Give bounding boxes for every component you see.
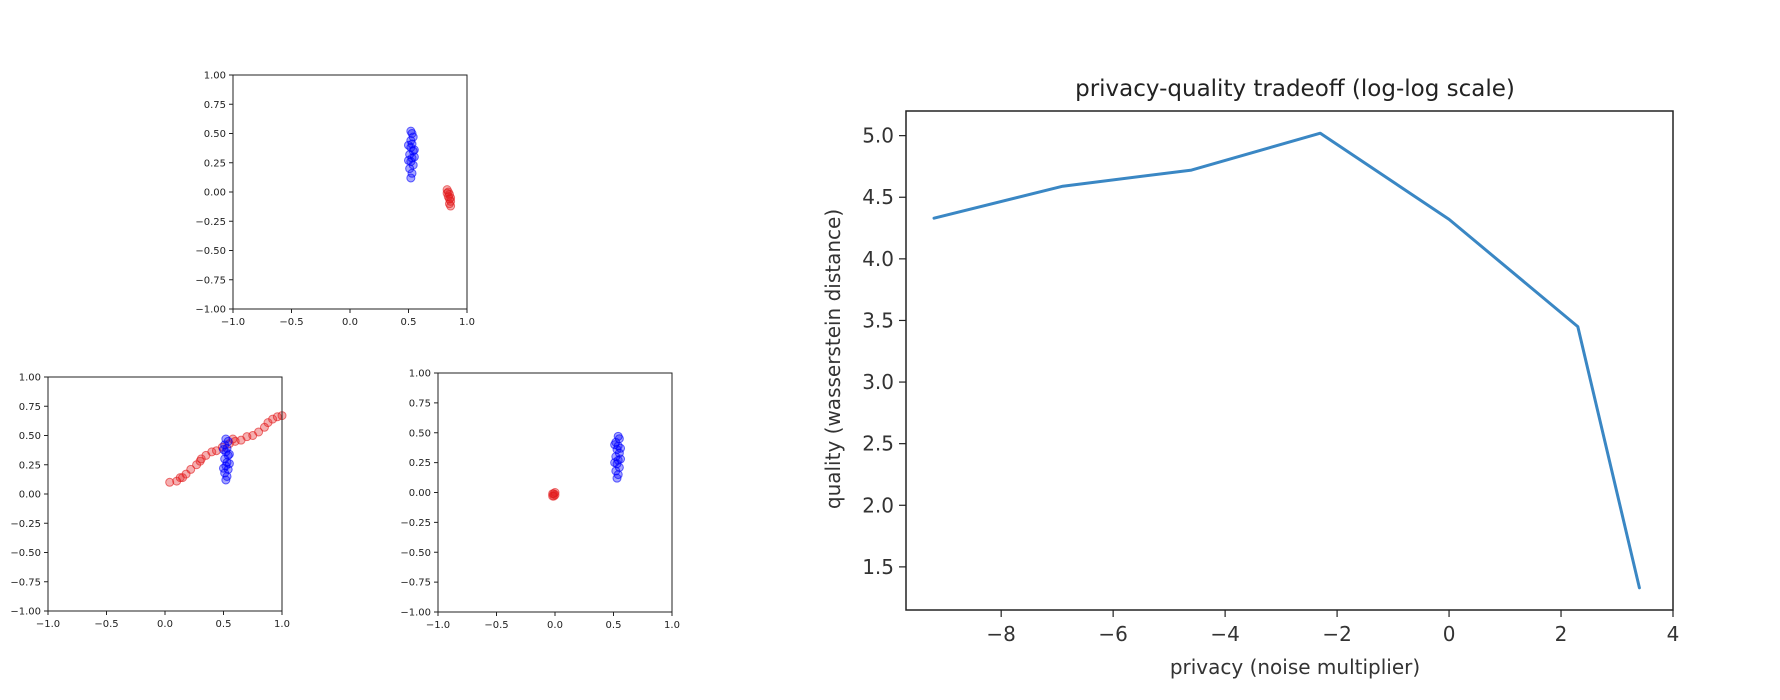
scatter-point bbox=[404, 140, 413, 150]
x-tick-label: −0.5 bbox=[279, 317, 303, 328]
scatter-plot-top: −1.0 −0.5 0.0 0.5 1.0 1.00 0.75 0.50 0.25 0.00 −0.… bbox=[195, 71, 475, 329]
y-tick-label: −1.00 bbox=[400, 608, 431, 619]
scatter-plot-bottom-left: −1.0 −0.5 0.0 0.5 1.0 1.00 0.75 0.50 0.25 0.00 −0.… bbox=[10, 373, 290, 631]
x-tick-label: 1.0 bbox=[274, 619, 290, 630]
x-tick-label: 0.5 bbox=[606, 620, 622, 631]
plot-frame bbox=[47, 376, 283, 612]
y-tick-label: 5.0 bbox=[862, 124, 894, 148]
scatter-point bbox=[446, 201, 456, 211]
series-line bbox=[932, 131, 1641, 590]
scatter-point bbox=[610, 458, 620, 468]
x-tick-label: −2 bbox=[1322, 622, 1351, 646]
y-tick-label: −0.50 bbox=[10, 548, 41, 559]
y-tick-label: 0.25 bbox=[19, 460, 41, 471]
x-tick-label: −0.5 bbox=[94, 619, 118, 630]
y-axis-label: quality (wasserstein distance) bbox=[821, 209, 845, 509]
chart-title: privacy-quality tradeoff (log-log scale) bbox=[1075, 76, 1515, 102]
y-tick-label: −0.50 bbox=[195, 246, 226, 257]
y-tick-label: 0.00 bbox=[204, 188, 226, 199]
scatter-point bbox=[268, 414, 278, 424]
y-tick-label: −1.00 bbox=[195, 305, 226, 316]
scatter-point bbox=[409, 145, 419, 155]
plot-frame bbox=[232, 74, 468, 310]
y-tick-label: 2.5 bbox=[862, 432, 894, 456]
y-tick-label: 1.5 bbox=[862, 555, 894, 579]
x-tick-label: −1.0 bbox=[36, 619, 60, 630]
scatter-point bbox=[165, 477, 175, 487]
scatter-plot-bottom-right: −1.0 −0.5 0.0 0.5 1.0 1.00 0.75 0.50 0.25 0.00 −0.… bbox=[400, 369, 680, 632]
scatter-point bbox=[186, 464, 196, 474]
y-tick-label: 2.0 bbox=[862, 493, 894, 517]
scatter-point bbox=[549, 491, 559, 501]
y-tick-label: 1.00 bbox=[204, 71, 226, 82]
scatter-point bbox=[219, 463, 228, 473]
y-tick-label: 0.00 bbox=[19, 490, 41, 501]
tradeoff-line-chart: privacy-quality tradeoff (log-log scale)… bbox=[821, 76, 1679, 679]
x-axis-label: privacy (noise multiplier) bbox=[1170, 655, 1420, 679]
x-tick-label: −8 bbox=[986, 622, 1015, 646]
x-tick-label: 0.5 bbox=[401, 317, 417, 328]
y-tick-label: −0.25 bbox=[195, 217, 226, 228]
y-tick-label: 4.5 bbox=[862, 185, 894, 209]
y-tick-label: 3.0 bbox=[862, 370, 894, 394]
y-tick-label: −0.75 bbox=[10, 577, 41, 588]
x-tick-label: −6 bbox=[1098, 622, 1127, 646]
scatter-point bbox=[221, 434, 231, 444]
y-tick-label: 0.75 bbox=[204, 100, 226, 111]
x-tick-label: 0.5 bbox=[216, 619, 232, 630]
y-tick-label: 0.75 bbox=[409, 398, 431, 409]
x-tick-label: 0.0 bbox=[157, 619, 173, 630]
scatter-point bbox=[178, 473, 188, 483]
y-tick-label: −0.25 bbox=[400, 518, 431, 529]
x-tick-label: −0.5 bbox=[484, 620, 508, 631]
y-tick-label: −0.75 bbox=[400, 578, 431, 589]
y-tick-label: 0.50 bbox=[409, 428, 431, 439]
x-tick-label: −1.0 bbox=[221, 317, 245, 328]
y-tick-label: 1.00 bbox=[409, 369, 431, 380]
y-tick-label: 0.75 bbox=[19, 402, 41, 413]
y-tick-label: −0.75 bbox=[195, 275, 226, 286]
y-tick-label: 0.25 bbox=[204, 158, 226, 169]
scatter-point bbox=[228, 434, 238, 444]
y-tick-label: 4.0 bbox=[862, 247, 894, 271]
scatter-point bbox=[254, 427, 264, 437]
x-tick-label: 2 bbox=[1555, 622, 1568, 646]
scatter-point bbox=[610, 440, 620, 450]
x-tick-label: 0 bbox=[1443, 622, 1456, 646]
scatter-point bbox=[446, 193, 456, 203]
y-tick-label: 3.5 bbox=[862, 308, 894, 332]
y-tick-label: 0.25 bbox=[409, 458, 431, 469]
x-tick-label: 1.0 bbox=[664, 620, 680, 631]
y-tick-label: −0.25 bbox=[10, 519, 41, 530]
x-tick-label: 0.0 bbox=[547, 620, 563, 631]
scatter-point bbox=[406, 126, 416, 136]
y-tick-label: −0.50 bbox=[400, 548, 431, 559]
y-tick-label: 1.00 bbox=[19, 373, 41, 384]
scatter-point bbox=[224, 449, 234, 459]
x-tick-label: −4 bbox=[1210, 622, 1239, 646]
y-tick-label: 0.50 bbox=[19, 431, 41, 442]
x-tick-label: 1.0 bbox=[459, 317, 475, 328]
scatter-point bbox=[404, 155, 413, 165]
x-tick-label: 0.0 bbox=[342, 317, 358, 328]
x-tick-label: 4 bbox=[1667, 622, 1680, 646]
y-tick-label: −1.00 bbox=[10, 607, 41, 618]
scatter-point bbox=[219, 445, 228, 455]
scatter-point bbox=[195, 456, 205, 466]
x-tick-label: −1.0 bbox=[426, 620, 450, 631]
y-tick-label: 0.50 bbox=[204, 129, 226, 140]
y-tick-label: 0.00 bbox=[409, 488, 431, 499]
plot-frame bbox=[905, 110, 1674, 611]
scatter-point bbox=[224, 459, 234, 469]
scatter-point bbox=[613, 431, 623, 441]
